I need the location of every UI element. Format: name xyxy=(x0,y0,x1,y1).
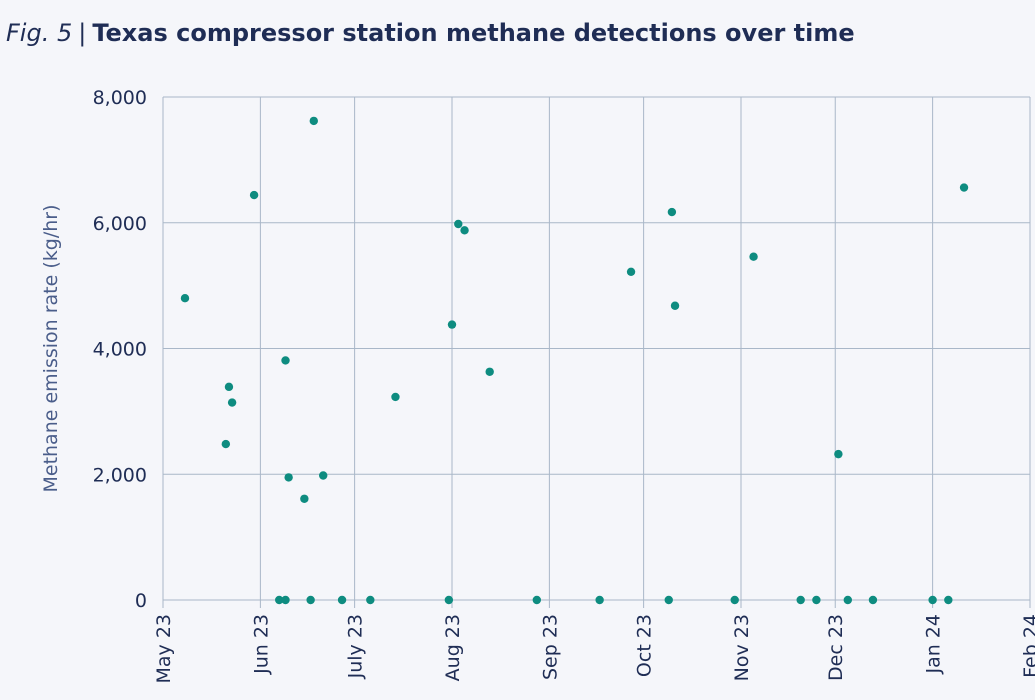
data-point xyxy=(275,595,284,605)
y-tick-label: 8,000 xyxy=(93,87,147,109)
data-point xyxy=(959,183,969,192)
y-tick-label: 4,000 xyxy=(93,339,147,361)
x-tick-label: Dec 23 xyxy=(825,614,847,681)
data-point xyxy=(391,392,400,402)
axes: 0 2,000 4,000 6,000 8,000 May 23 Jun 23 July 23… xyxy=(40,87,1035,684)
data-point xyxy=(454,219,463,229)
x-tick-label: Nov 23 xyxy=(731,614,753,681)
data-point xyxy=(249,190,259,200)
data-point xyxy=(532,595,542,605)
x-tick-label: July 23 xyxy=(345,614,367,679)
data-point xyxy=(300,494,309,503)
data-point xyxy=(319,471,328,480)
data-point xyxy=(460,226,469,235)
data-point xyxy=(284,473,293,482)
data-point xyxy=(444,595,454,605)
x-tick-label: Feb 24 xyxy=(1020,614,1035,678)
chart-title: Texas compressor station methane detecti… xyxy=(92,19,855,47)
data-point xyxy=(928,595,937,605)
data-point xyxy=(664,595,673,605)
data-points xyxy=(180,116,969,605)
title-separator: | xyxy=(78,19,87,47)
data-point xyxy=(834,449,843,459)
data-point xyxy=(306,595,315,605)
data-point xyxy=(366,595,375,605)
x-tick-label: Jun 23 xyxy=(250,614,272,675)
data-point xyxy=(749,252,758,261)
y-tick-label: 0 xyxy=(135,590,147,612)
data-point xyxy=(337,595,347,605)
y-axis-label: Methane emission rate (kg/hr) xyxy=(40,204,62,492)
x-tick-label: May 23 xyxy=(153,614,175,684)
data-point xyxy=(447,320,457,329)
data-point xyxy=(667,207,677,217)
data-point xyxy=(843,595,853,605)
data-point xyxy=(868,595,878,605)
y-tick-label: 6,000 xyxy=(93,213,147,235)
data-point xyxy=(224,382,234,392)
data-point xyxy=(221,439,231,449)
data-point xyxy=(626,267,636,276)
x-tick-label: Sep 23 xyxy=(539,614,561,680)
data-point xyxy=(227,398,237,407)
data-point xyxy=(730,595,739,605)
x-tick-label: Jan 24 xyxy=(923,614,945,675)
data-point xyxy=(670,301,680,310)
figure-title-block: Fig. 5 | Texas compressor station methane … xyxy=(6,16,855,50)
x-tick-label: Oct 23 xyxy=(634,614,656,677)
y-tick-label: 2,000 xyxy=(93,464,147,486)
data-point xyxy=(944,595,953,605)
data-point xyxy=(309,116,318,126)
data-point xyxy=(180,294,190,303)
data-point xyxy=(485,367,494,376)
figure-label: Fig. 5 xyxy=(6,19,73,47)
grid-lines xyxy=(162,96,1031,601)
data-point xyxy=(281,595,290,605)
data-point xyxy=(796,595,805,605)
data-point xyxy=(595,595,604,605)
data-point xyxy=(281,356,290,365)
data-point xyxy=(812,595,821,605)
x-tick-label: Aug 23 xyxy=(442,614,464,681)
